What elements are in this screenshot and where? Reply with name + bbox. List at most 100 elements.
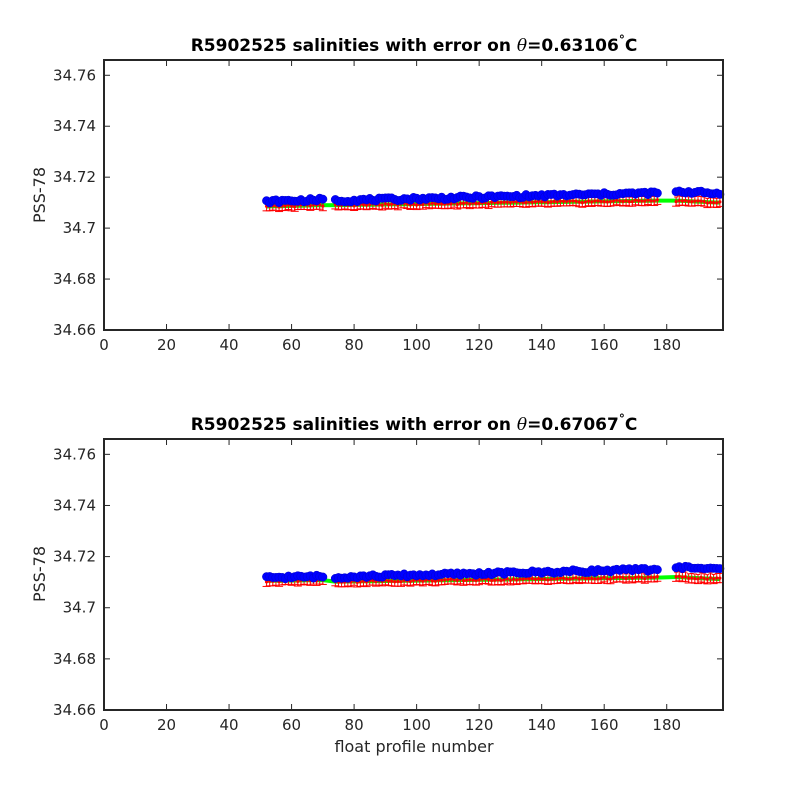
y-tick-label: 34.66 — [53, 321, 96, 339]
calibrated-point — [461, 579, 466, 583]
calibrated-point — [558, 199, 563, 203]
calibrated-point — [643, 577, 647, 581]
calibrated-point — [611, 199, 616, 203]
calibrated-point — [715, 576, 719, 580]
calibrated-point — [593, 199, 597, 203]
axes-frame — [103, 438, 724, 711]
y-axis-label: PSS-78 — [30, 546, 49, 602]
calibrated-point — [586, 199, 591, 203]
calibrated-point — [521, 577, 525, 581]
calibrated-point — [486, 202, 491, 206]
calibrated-point — [530, 577, 534, 581]
calibrated-point — [399, 580, 403, 584]
calibrated-point — [696, 577, 700, 581]
calibrated-point — [702, 200, 706, 204]
calibrated-point — [636, 575, 641, 579]
calibrated-point — [690, 200, 694, 204]
calibrated-point — [718, 576, 722, 580]
calibrated-point — [449, 577, 453, 581]
calibrated-point — [546, 200, 550, 205]
calibrated-point — [630, 199, 634, 204]
calibrated-point — [561, 576, 566, 580]
calibrated-point — [502, 200, 506, 204]
calibrated-point — [561, 199, 566, 203]
calibrated-point — [415, 203, 419, 207]
calibrated-point — [533, 200, 538, 204]
calibrated-point — [293, 205, 297, 209]
calibrated-point — [568, 199, 572, 203]
calibrated-point — [474, 578, 478, 583]
calibrated-point — [499, 578, 503, 583]
calibrated-point — [574, 576, 578, 580]
calibrated-point — [649, 199, 653, 203]
calibrated-point — [430, 579, 434, 583]
calibrated-point — [380, 203, 384, 207]
calibrated-point — [708, 200, 713, 204]
x-tick-label: 120 — [465, 336, 494, 354]
calibrated-point — [508, 578, 513, 582]
calibrated-point — [490, 578, 494, 583]
calibrated-point — [440, 578, 444, 582]
calibrated-point — [687, 199, 691, 204]
calibrated-point — [571, 199, 575, 203]
calibrated-point — [536, 199, 541, 203]
x-tick-label: 100 — [402, 716, 431, 734]
y-tick-label: 34.72 — [53, 548, 96, 566]
calibrated-point — [471, 578, 475, 582]
x-tick-label: 140 — [527, 336, 556, 354]
calibrated-point — [593, 577, 597, 581]
calibrated-point — [365, 203, 369, 207]
calibrated-point — [571, 576, 575, 581]
calibrated-point — [533, 577, 538, 581]
x-tick-label: 20 — [157, 336, 176, 354]
bottom-chart-panel: R5902525 salinities with error on θ=0.67… — [30, 412, 725, 734]
calibrated-point — [555, 200, 559, 204]
calibrated-point — [433, 202, 437, 206]
x-tick-label: 0 — [99, 336, 109, 354]
x-tick-label: 160 — [590, 336, 619, 354]
calibrated-point — [608, 199, 613, 204]
calibrated-point — [615, 198, 619, 202]
top-chart-panel: R5902525 salinities with error on θ=0.63… — [30, 33, 725, 354]
x-tick-label: 80 — [345, 716, 364, 734]
plot-area: 0 20 40 60 80 100 120 140 160 180 34.66 34.68 34.7 34… — [53, 59, 725, 354]
calibrated-point — [674, 199, 678, 204]
calibrated-point — [627, 575, 631, 579]
calibrated-point — [680, 575, 684, 579]
calibrated-point — [640, 575, 644, 580]
calibrated-point — [586, 576, 591, 581]
y-tick-label: 34.76 — [53, 445, 96, 463]
calibrated-point — [530, 200, 534, 204]
calibrated-point — [583, 200, 588, 204]
measured-point — [715, 564, 725, 574]
x-tick-label: 40 — [220, 336, 239, 354]
calibrated-point — [611, 576, 616, 580]
measured-point — [715, 189, 725, 199]
measured-point — [652, 188, 662, 198]
calibrated-point — [621, 575, 625, 580]
calibrated-point — [427, 202, 431, 206]
calibrated-point — [496, 578, 500, 582]
calibrated-point — [655, 198, 659, 202]
calibrated-point — [558, 576, 563, 580]
calibrated-point — [502, 578, 506, 582]
calibrated-point — [555, 577, 559, 581]
calibrated-point — [618, 575, 622, 579]
calibrated-point — [386, 203, 391, 207]
calibrated-point — [468, 202, 472, 206]
calibrated-point — [458, 201, 462, 205]
calibrated-point — [683, 575, 688, 579]
y-tick-label: 34.66 — [53, 701, 96, 719]
calibrated-point — [468, 578, 472, 582]
calibrated-point — [390, 579, 394, 583]
x-tick-label: 160 — [590, 716, 619, 734]
calibrated-point — [627, 200, 631, 204]
calibrated-point — [699, 199, 703, 203]
calibrated-point — [702, 576, 706, 581]
calibrated-point — [621, 199, 625, 204]
calibrated-point — [527, 577, 531, 581]
calibrated-point — [599, 576, 603, 580]
x-tick-label: 40 — [220, 716, 239, 734]
reference-series-connector — [657, 575, 677, 580]
